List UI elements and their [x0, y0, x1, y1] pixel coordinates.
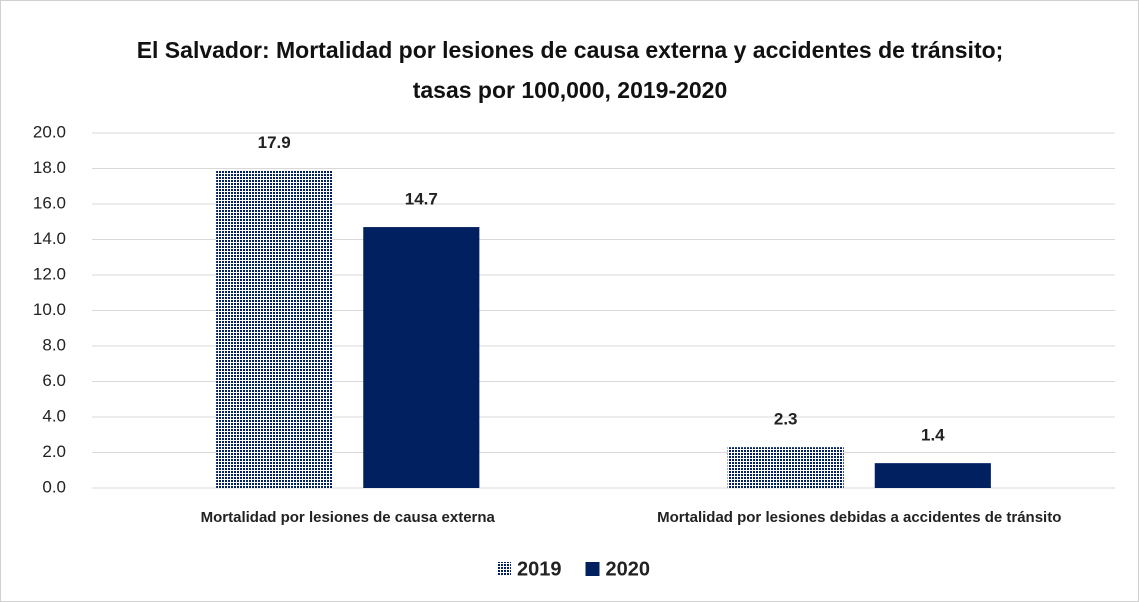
- y-tick-label: 20.0: [33, 122, 66, 141]
- bar: [216, 170, 333, 488]
- chart-title: El Salvador: Mortalidad por lesiones de …: [136, 37, 1004, 103]
- legend-swatch: [585, 562, 600, 576]
- y-tick-label: 4.0: [42, 406, 66, 425]
- legend-label: 2020: [606, 558, 651, 580]
- y-tick-label: 8.0: [42, 335, 66, 354]
- data-label: 14.7: [405, 190, 438, 209]
- data-label: 1.4: [921, 426, 945, 445]
- legend-label: 2019: [517, 558, 562, 580]
- bar: [727, 447, 844, 488]
- legend-swatch: [497, 562, 511, 576]
- y-tick-label: 18.0: [33, 158, 66, 177]
- bar: [874, 463, 991, 488]
- data-label: 17.9: [258, 133, 291, 152]
- x-tick-label: Mortalidad por lesiones de causa externa: [201, 509, 496, 526]
- y-tick-label: 10.0: [33, 300, 66, 319]
- bar: [363, 227, 480, 488]
- y-tick-label: 12.0: [33, 264, 66, 283]
- x-tick-label: Mortalidad por lesiones debidas a accide…: [657, 509, 1061, 526]
- y-tick-label: 6.0: [42, 371, 66, 390]
- y-tick-label: 0.0: [42, 477, 66, 496]
- y-tick-label: 2.0: [42, 442, 66, 461]
- y-tick-label: 14.0: [33, 229, 66, 248]
- y-tick-label: 16.0: [33, 193, 66, 212]
- data-label: 2.3: [774, 410, 798, 429]
